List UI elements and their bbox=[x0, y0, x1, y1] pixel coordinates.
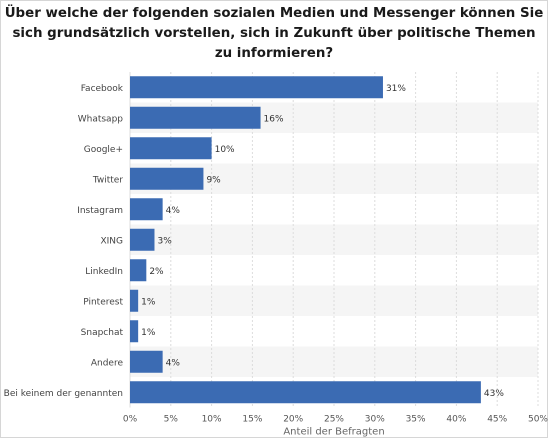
chart-title-line-1: Über welche der folgenden sozialen Medie… bbox=[4, 6, 544, 21]
value-label: 43% bbox=[484, 389, 504, 399]
bar bbox=[130, 350, 163, 373]
value-label: 4% bbox=[166, 206, 181, 216]
category-label: LinkedIn bbox=[85, 267, 123, 277]
bar bbox=[130, 137, 212, 160]
bar bbox=[130, 228, 155, 251]
bar bbox=[130, 167, 204, 190]
x-tick-label: 40% bbox=[446, 415, 466, 425]
x-tick-label: 30% bbox=[365, 415, 385, 425]
bar bbox=[130, 106, 261, 129]
category-label: XING bbox=[100, 236, 123, 246]
category-label: Andere bbox=[91, 358, 124, 368]
category-label: Twitter bbox=[92, 175, 123, 185]
bar bbox=[130, 259, 147, 282]
x-tick-labels: 0% 5% 10% 15% 20% 25% 30% 35% 40% 45% 50% bbox=[123, 415, 548, 425]
category-label: Instagram bbox=[77, 206, 123, 216]
value-label: 16% bbox=[264, 114, 284, 124]
x-axis-label: Anteil der Befragten bbox=[283, 427, 384, 438]
chart-title-line-3: zu informieren? bbox=[214, 46, 334, 61]
category-label: Bei keinem der genannten bbox=[4, 389, 123, 399]
value-label: 31% bbox=[386, 84, 406, 94]
x-tick-label: 15% bbox=[242, 415, 262, 425]
x-tick-label: 10% bbox=[202, 415, 222, 425]
category-label: Pinterest bbox=[83, 297, 123, 307]
bar bbox=[130, 76, 383, 99]
category-label: Facebook bbox=[81, 84, 124, 94]
bar bbox=[130, 320, 139, 343]
x-tick-label: 45% bbox=[487, 415, 507, 425]
value-label: 2% bbox=[149, 267, 164, 277]
value-label: 1% bbox=[141, 328, 156, 338]
bar bbox=[130, 289, 139, 312]
value-label: 1% bbox=[141, 297, 156, 307]
chart-title-line-2: sich grundsätzlich vorstellen, sich in Z… bbox=[12, 26, 536, 41]
bar bbox=[130, 198, 163, 221]
category-label: Google+ bbox=[84, 145, 123, 155]
value-label: 9% bbox=[206, 175, 221, 185]
x-tick-label: 50% bbox=[528, 415, 548, 425]
x-tick-label: 25% bbox=[324, 415, 344, 425]
x-tick-label: 35% bbox=[406, 415, 426, 425]
category-label: Whatsapp bbox=[78, 114, 124, 124]
value-label: 4% bbox=[166, 358, 181, 368]
category-labels: Facebook Whatsapp Google+ Twitter Instagram X… bbox=[4, 84, 124, 399]
bars bbox=[130, 76, 481, 404]
value-labels: 31% 16% 10% 9% 4% 3% 2% 1% 1% 4% 43% bbox=[141, 84, 504, 399]
x-tick-label: 20% bbox=[283, 415, 303, 425]
chart-title: Über welche der folgenden sozialen Medie… bbox=[0, 4, 548, 64]
x-tick-label: 0% bbox=[123, 415, 138, 425]
category-label: Snapchat bbox=[81, 328, 124, 338]
bar bbox=[130, 381, 481, 404]
value-label: 10% bbox=[215, 145, 235, 155]
x-tick-label: 5% bbox=[164, 415, 179, 425]
value-label: 3% bbox=[157, 236, 172, 246]
